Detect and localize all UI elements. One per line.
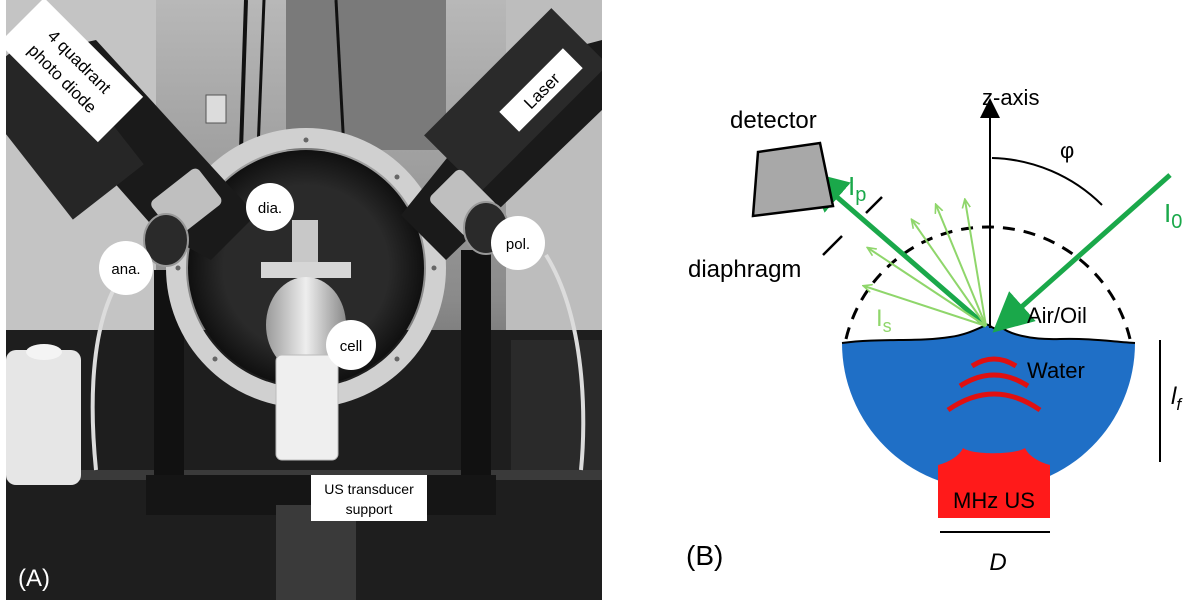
flask-clamp xyxy=(261,262,351,278)
diaphragm-callout: dia. xyxy=(246,183,294,231)
scattered-ray xyxy=(936,205,987,327)
analyzer-callout-text: ana. xyxy=(111,261,140,278)
scattered-label-sub: s xyxy=(883,316,892,336)
diameter-label: D xyxy=(989,549,1006,576)
angle-arc xyxy=(991,157,1103,206)
device-left xyxy=(6,350,81,485)
detector-label: detector xyxy=(730,107,817,134)
reflected-label-sub: p xyxy=(855,184,866,206)
transducer-callout-line1: US transducer xyxy=(324,481,414,497)
device-right xyxy=(511,340,602,470)
device-knob xyxy=(26,344,62,360)
stand-right xyxy=(461,250,491,500)
analyzer-callout: ana. xyxy=(99,241,153,295)
photo-panel: 4 quadrant photo diode Laser ana. dia. p… xyxy=(6,0,602,600)
photodiode-box xyxy=(6,30,144,220)
transducer-callout: US transducer support xyxy=(311,475,427,521)
scattered-ray xyxy=(912,220,987,327)
transducer-callout-line2: support xyxy=(346,501,393,517)
diaphragm-slit xyxy=(822,235,843,256)
acoustic-wave xyxy=(958,372,1030,389)
panel-a-label: (A) xyxy=(18,565,50,592)
diaphragm-slit xyxy=(865,196,883,214)
wall-outlet xyxy=(205,94,227,124)
diagram-panel: MHz US z-axis φ I0 Ip Is detector diaphr… xyxy=(686,85,1183,576)
transducer-label: MHz US xyxy=(953,488,1035,513)
diaphragm-label: diaphragm xyxy=(688,256,801,283)
dashed-hemisphere xyxy=(844,225,1132,340)
focal-length-label-main: l xyxy=(1171,383,1177,410)
focal-length-label: lf xyxy=(1171,383,1183,414)
cable xyxy=(239,0,248,151)
water-basin xyxy=(842,343,1135,490)
ring-screw xyxy=(303,137,309,143)
flask-body xyxy=(266,277,346,373)
z-axis-label: z-axis xyxy=(982,85,1039,110)
analyzer-lens xyxy=(143,213,189,267)
ring-screw xyxy=(175,265,181,271)
ring-screw xyxy=(394,356,400,362)
acoustic-wave xyxy=(970,356,1018,369)
polarizer-callout-text: pol. xyxy=(506,236,530,253)
reflected-beam xyxy=(807,171,988,328)
incident-label-main: I xyxy=(1164,198,1171,228)
angle-label: φ xyxy=(1060,138,1074,163)
scattered-label: Is xyxy=(876,305,892,336)
panel-b-label: (B) xyxy=(686,540,723,571)
transducer-body xyxy=(938,448,1050,518)
ring-screw xyxy=(431,265,437,271)
transducer-support xyxy=(275,354,339,461)
ring-screw xyxy=(212,356,218,362)
cell-callout-text: cell xyxy=(340,338,363,355)
air-oil-label: Air/Oil xyxy=(1027,303,1087,328)
scattered-ray xyxy=(965,200,987,327)
photodiode-label: 4 quadrant photo diode xyxy=(6,0,144,143)
cable xyxy=(334,0,346,151)
scattered-ray xyxy=(868,248,987,327)
ring-screw xyxy=(394,174,400,180)
diaphragm-callout-text: dia. xyxy=(258,200,282,217)
cell-callout: cell xyxy=(326,320,376,370)
door-frame xyxy=(286,0,446,150)
scattered-ray xyxy=(864,286,987,327)
incident-beam xyxy=(992,173,1172,333)
cable xyxy=(256,0,266,151)
focal-length-label-sub: f xyxy=(1176,395,1183,414)
reflected-label: Ip xyxy=(848,171,866,206)
acoustic-wave xyxy=(946,391,1042,413)
detector-box xyxy=(751,141,835,218)
reflected-label-main: I xyxy=(848,171,855,201)
water-label: Water xyxy=(1027,358,1085,383)
scattered-label-main: I xyxy=(876,305,883,332)
cable-right xyxy=(544,253,586,471)
flask-neck xyxy=(292,220,318,270)
incident-label: I0 xyxy=(1164,198,1182,233)
incident-label-sub: 0 xyxy=(1171,211,1182,233)
polarizer-callout: pol. xyxy=(491,216,545,270)
